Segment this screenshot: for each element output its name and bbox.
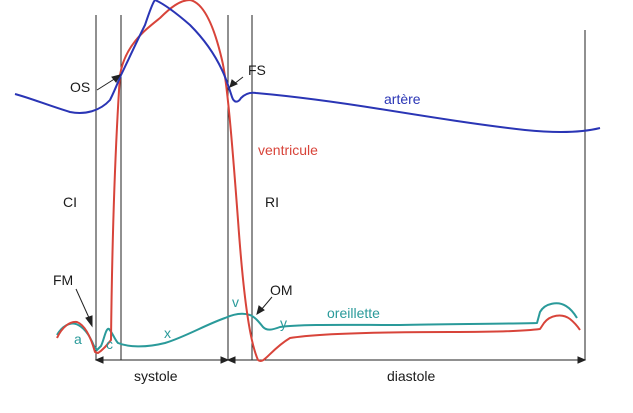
diastole-arrow-head-right bbox=[577, 356, 587, 364]
ventricle-pressure-curve bbox=[56, 0, 581, 362]
label-wave-a: a bbox=[74, 331, 82, 347]
label-fm: FM bbox=[53, 272, 73, 288]
fm-pointer-head bbox=[85, 315, 93, 328]
fm-pointer bbox=[75, 288, 91, 321]
label-om: OM bbox=[270, 282, 293, 298]
diastole-arrow-head-left bbox=[226, 356, 236, 364]
label-wave-c: c bbox=[106, 336, 113, 352]
label-systole: systole bbox=[134, 368, 178, 384]
fs-pointer-head bbox=[229, 79, 238, 88]
os-pointer bbox=[96, 77, 117, 91]
pointer-lines bbox=[75, 74, 273, 328]
label-wave-y: y bbox=[280, 315, 287, 331]
systole-arrow-head-right bbox=[220, 356, 230, 364]
artery-pressure-curve bbox=[14, 0, 601, 134]
systole-arrow-head-left bbox=[94, 356, 104, 364]
phase-arrows bbox=[94, 356, 587, 364]
label-ri: RI bbox=[265, 194, 279, 210]
atrium-pressure-curve bbox=[56, 302, 578, 351]
label-fs: FS bbox=[248, 62, 266, 78]
os-pointer-head bbox=[111, 74, 122, 83]
label-ventricule: ventricule bbox=[258, 142, 318, 158]
om-pointer-head bbox=[256, 305, 265, 316]
label-wave-x: x bbox=[164, 325, 171, 341]
label-ci: CI bbox=[63, 194, 77, 210]
label-oreillette: oreillette bbox=[327, 305, 380, 321]
label-os: OS bbox=[70, 79, 90, 95]
label-diastole: diastole bbox=[387, 368, 435, 384]
om-pointer bbox=[260, 296, 273, 311]
label-artere: artère bbox=[384, 91, 421, 107]
label-wave-v: v bbox=[232, 294, 239, 310]
